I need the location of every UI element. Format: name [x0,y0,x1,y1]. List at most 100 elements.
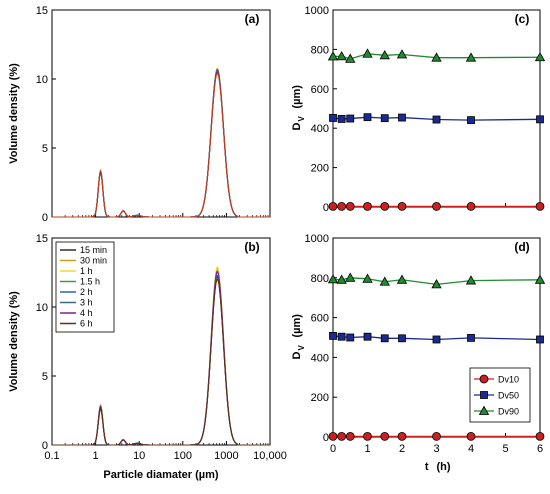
x-tick-label: 10 [133,450,145,462]
x-tick-label: 1000 [214,450,238,462]
data-point [345,272,356,282]
data-point [466,202,476,211]
series-line [52,68,270,218]
legend-entry: Dv90 [498,407,519,417]
y-tick-label: 10 [36,74,48,86]
legend-swatch-marker [478,405,490,415]
data-point [345,432,355,441]
y-tick-label: 15 [36,5,48,17]
data-point [345,202,355,211]
data-point [329,332,337,340]
series-line [52,72,270,218]
legend-entry: 4 h [80,308,93,318]
data-point [432,432,441,441]
data-point [432,335,441,344]
legend-entry: 3 h [80,298,93,308]
data-point [431,52,442,62]
legend-entry: 1 h [80,266,93,276]
legend-entry: 6 h [80,319,93,329]
panel-label: (c) [515,12,530,26]
data-point [328,202,338,211]
y-tick-label: 600 [311,84,329,96]
data-point [397,202,407,211]
data-point [397,432,407,441]
x-axis-label: Particle diamater (µm) [103,469,218,481]
data-point [363,113,372,122]
data-point [327,51,339,61]
x-tick-label: 0.1 [44,450,59,462]
data-point [345,53,356,63]
y-tick-label: 200 [311,163,329,175]
data-point [465,52,477,62]
data-point [534,274,546,284]
data-point [536,335,544,344]
data-point [466,432,476,441]
data-point [380,432,390,441]
data-point [398,334,406,343]
panel-label: (b) [244,240,259,254]
series-line [52,278,270,446]
legend-entry: 2 h [80,287,93,297]
x-tick-label: 1 [93,450,99,462]
series-line [52,70,270,218]
data-point [380,202,390,211]
x-axis-label-unit: (h) [437,461,451,473]
series-line [52,71,270,218]
data-point [396,49,408,59]
data-point [535,202,545,211]
series-line [52,70,270,218]
y-tick-label: 0 [323,432,329,444]
data-point [467,333,475,342]
data-point [329,114,337,122]
data-point [337,332,346,341]
x-tick-label: 10,000 [253,450,287,462]
x-tick-label: 4 [468,443,474,455]
x-tick-label: 6 [537,443,543,455]
y-tick-label: 400 [311,352,329,364]
y-axis-label-sub: V [297,345,306,351]
panel-label: (a) [245,12,260,26]
data-point [432,202,441,211]
y-tick-label: 1000 [305,233,329,245]
data-point [536,115,544,124]
legend-swatch-marker [480,391,488,399]
y-axis-label: DV (µm) [291,314,306,360]
legend-entry: 1.5 h [80,277,100,287]
y-tick-label: 0 [323,202,329,214]
series-line [52,67,270,218]
data-point [380,334,389,343]
y-tick-label: 400 [311,123,329,135]
y-axis-label-main: D [291,122,303,130]
y-tick-label: 15 [36,233,48,245]
data-point [534,51,546,62]
data-point [363,432,372,441]
y-tick-label: 800 [311,273,329,285]
x-tick-label: 3 [433,443,439,455]
data-point [346,114,355,123]
x-tick-label: 100 [174,450,192,462]
y-tick-label: 5 [42,371,48,383]
legend-entry: 30 min [80,256,107,266]
y-axis-label: DV (µm) [291,85,306,131]
data-point [346,333,355,342]
series-line [52,68,270,218]
data-point [336,274,347,284]
legend-entry: Dv10 [498,375,519,385]
data-point [398,113,406,122]
data-point [363,332,372,341]
panel-label: (d) [514,240,529,254]
legend-box [55,241,115,333]
y-tick-label: 600 [311,313,329,325]
data-point [380,114,389,123]
y-tick-label: 5 [42,143,48,155]
x-tick-label: 1 [364,443,370,455]
panel-frame [51,9,271,218]
series-line [52,70,270,218]
y-tick-label: 0 [42,440,48,452]
data-point [337,115,346,123]
data-point [362,273,373,283]
y-axis-label-unit: (µm) [291,314,303,338]
y-axis-label-sub: V [297,116,306,122]
legend-swatch-marker [479,374,489,384]
data-point [465,275,477,285]
